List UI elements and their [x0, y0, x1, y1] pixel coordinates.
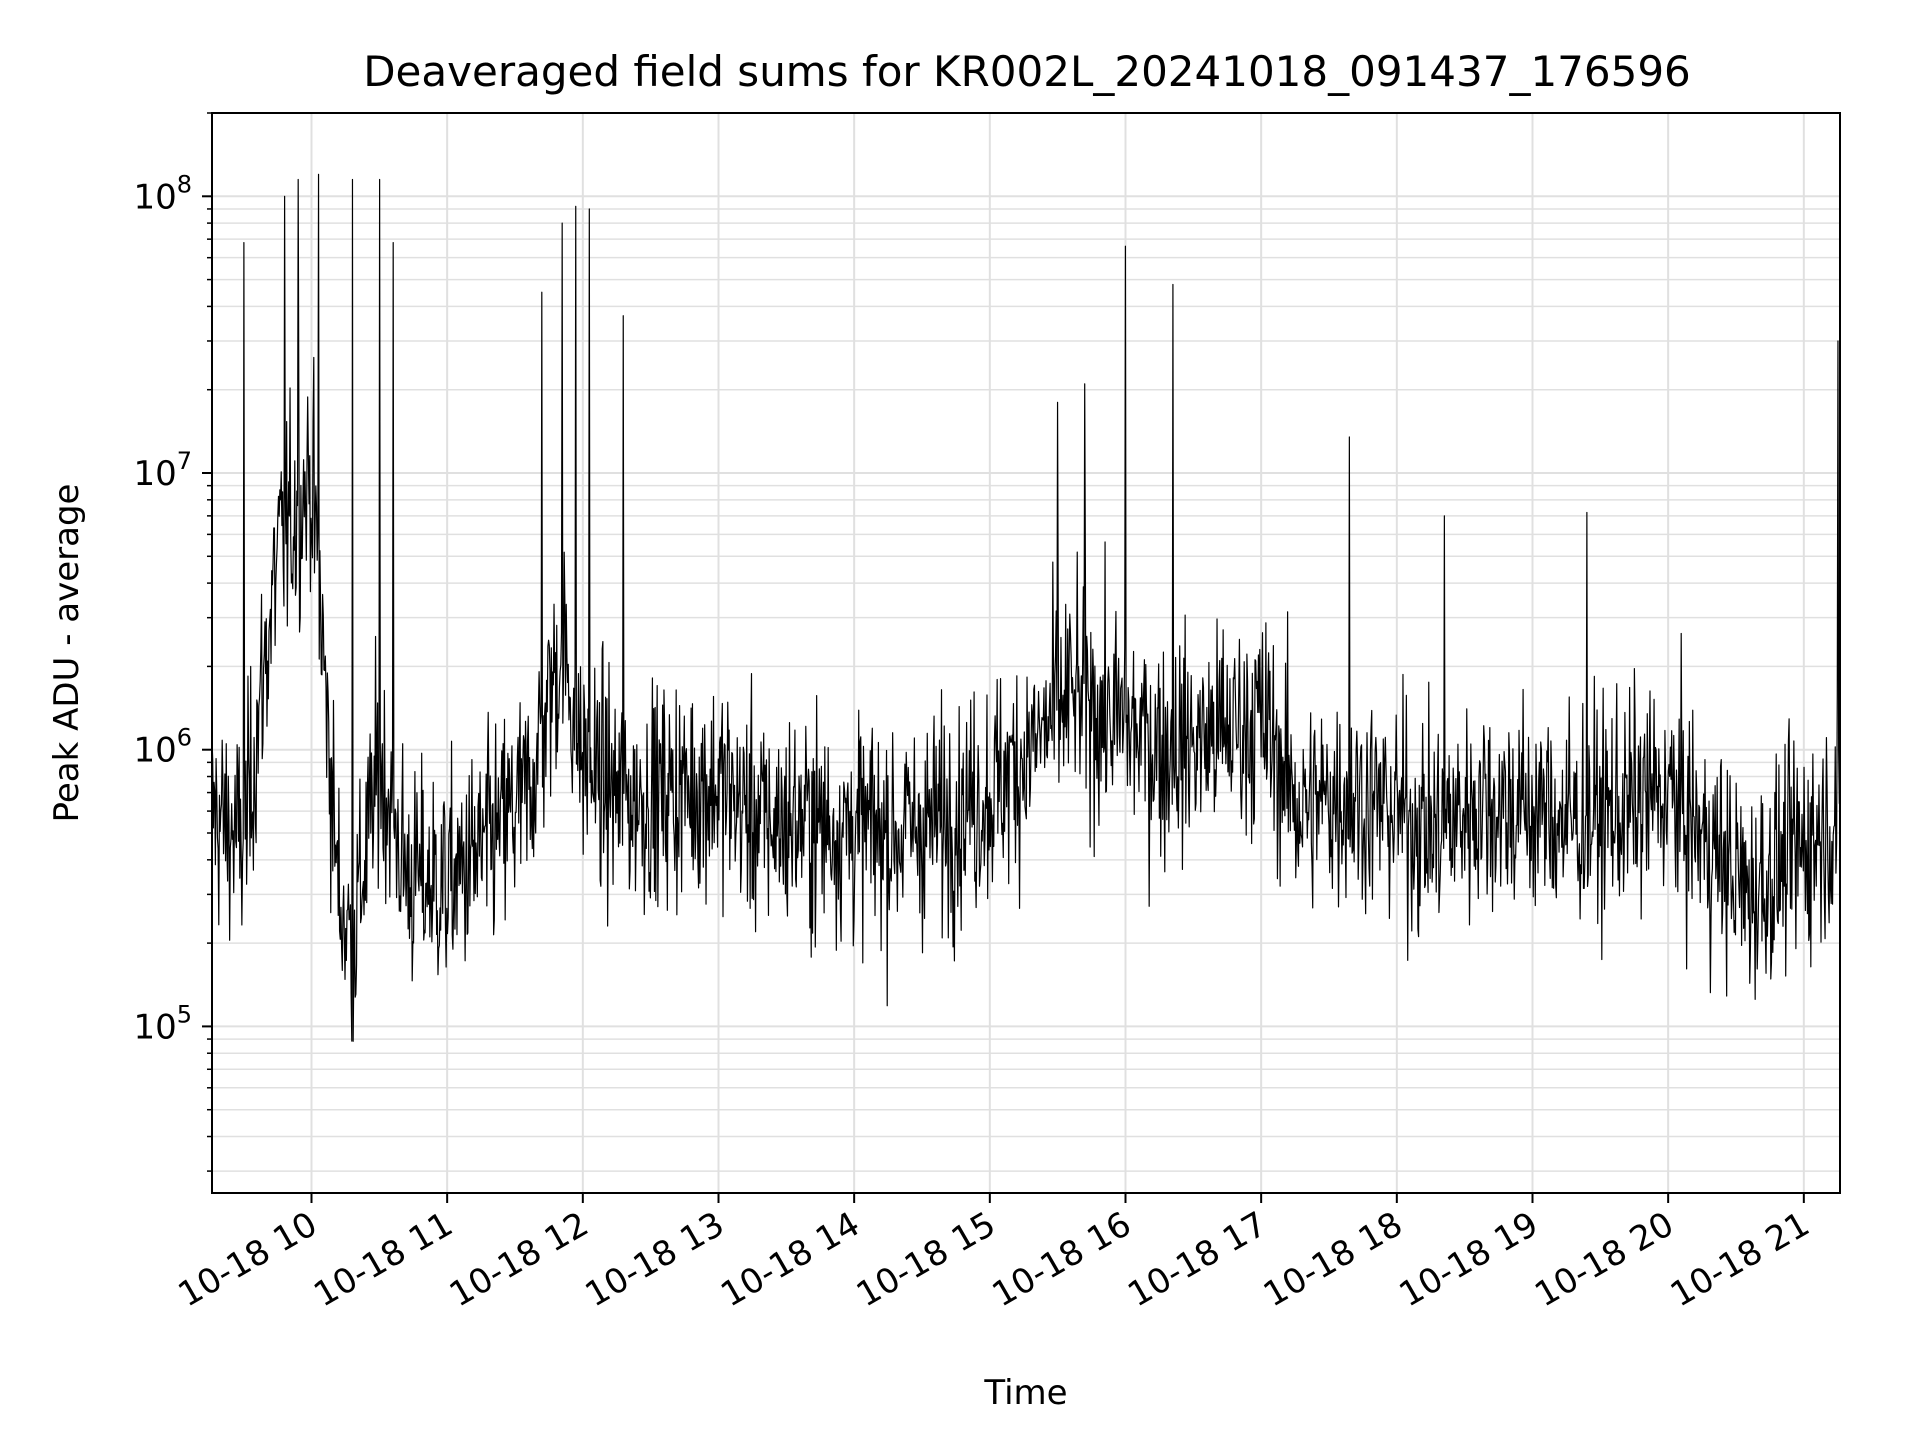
- y-tick-label: 105: [133, 1000, 192, 1047]
- plot-frame: [211, 112, 1841, 1194]
- y-tick-label: 107: [133, 447, 192, 494]
- x-axis-label: Time: [983, 1373, 1067, 1413]
- y-ticks: 105 106 107 108: [133, 112, 212, 1172]
- y-tick-label: 108: [133, 170, 192, 217]
- series-group: [211, 173, 1841, 1042]
- series-line: [211, 173, 1841, 1042]
- y-axis-label: Peak ADU - average: [47, 484, 87, 823]
- chart-title: Deaveraged field sums for KR002L_2024101…: [363, 47, 1691, 96]
- y-tick-label: 106: [133, 724, 192, 771]
